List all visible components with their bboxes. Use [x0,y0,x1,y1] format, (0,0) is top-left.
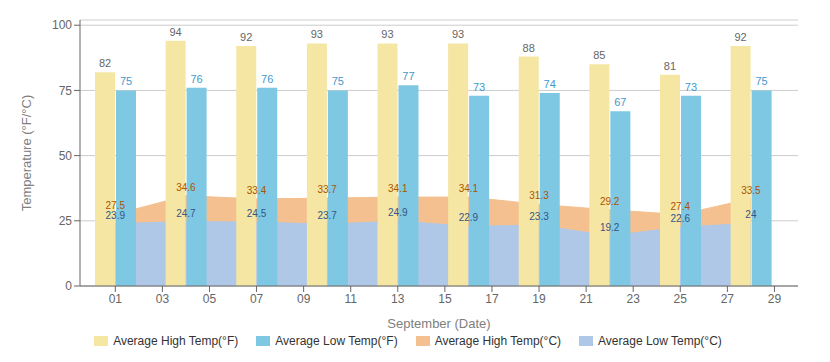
svg-text:17: 17 [485,292,499,306]
svg-text:23: 23 [627,292,641,306]
svg-text:75: 75 [120,75,132,87]
svg-text:27.5: 27.5 [105,200,125,212]
svg-text:24.9: 24.9 [388,207,408,218]
svg-text:93: 93 [381,28,393,40]
svg-text:27.4: 27.4 [671,201,691,212]
svg-text:0: 0 [65,279,72,293]
svg-text:75: 75 [755,75,767,87]
svg-text:25: 25 [59,214,73,228]
svg-text:03: 03 [156,292,170,306]
svg-text:29: 29 [768,292,782,306]
svg-text:33.5: 33.5 [741,185,761,196]
svg-text:85: 85 [593,49,605,61]
svg-text:100: 100 [52,18,72,32]
svg-text:22.9: 22.9 [459,212,479,223]
svg-text:76: 76 [261,73,273,85]
svg-text:75: 75 [59,84,73,98]
svg-text:21: 21 [579,292,593,306]
svg-text:74: 74 [544,78,556,90]
svg-text:24: 24 [745,209,757,220]
svg-text:31.3: 31.3 [529,190,549,201]
svg-text:88: 88 [523,42,535,54]
svg-text:13: 13 [391,292,405,306]
svg-text:50: 50 [59,149,73,163]
svg-text:34.1: 34.1 [388,183,408,194]
svg-text:34.6: 34.6 [176,182,196,193]
svg-text:07: 07 [250,292,264,306]
svg-text:34.1: 34.1 [459,183,479,194]
html-text:Average High Temp(°F): Average High Temp(°F) [113,334,239,348]
svg-text:27: 27 [721,292,735,306]
html-text:Average Low Temp(°C): Average Low Temp(°C) [598,334,722,348]
svg-text:92: 92 [734,31,746,43]
svg-text:73: 73 [685,81,697,93]
svg-text:September (Date): September (Date) [387,316,490,331]
svg-text:19.2: 19.2 [600,222,620,233]
svg-text:01: 01 [109,292,123,306]
svg-text:75: 75 [332,75,344,87]
svg-text:33.4: 33.4 [247,185,267,196]
svg-text:93: 93 [452,28,464,40]
html-text:Average High Temp(°C): Average High Temp(°C) [434,334,562,348]
svg-text:92: 92 [240,31,252,43]
svg-text:23.9: 23.9 [106,210,126,221]
svg-text:25: 25 [674,292,688,306]
svg-text:24.7: 24.7 [176,208,196,219]
svg-text:24.5: 24.5 [247,208,267,219]
svg-text:23.7: 23.7 [317,210,337,221]
svg-text:93: 93 [311,28,323,40]
svg-text:09: 09 [297,292,311,306]
svg-text:22.6: 22.6 [671,213,691,224]
svg-text:73: 73 [473,81,485,93]
svg-text:19: 19 [532,292,546,306]
svg-text:81: 81 [664,60,676,72]
svg-text:23.3: 23.3 [529,211,549,222]
svg-text:67: 67 [614,96,626,108]
svg-text:29.2: 29.2 [600,196,620,207]
svg-text:82: 82 [99,57,111,69]
html-text:Average Low Temp(°F): Average Low Temp(°F) [275,334,398,348]
svg-text:Temperature (°F/°C): Temperature (°F/°C) [19,95,34,212]
svg-text:05: 05 [203,292,217,306]
svg-text:15: 15 [438,292,452,306]
svg-text:76: 76 [190,73,202,85]
svg-text:11: 11 [344,292,357,306]
svg-text:33.7: 33.7 [317,184,337,195]
svg-text:77: 77 [402,70,414,82]
svg-text:94: 94 [169,26,181,38]
